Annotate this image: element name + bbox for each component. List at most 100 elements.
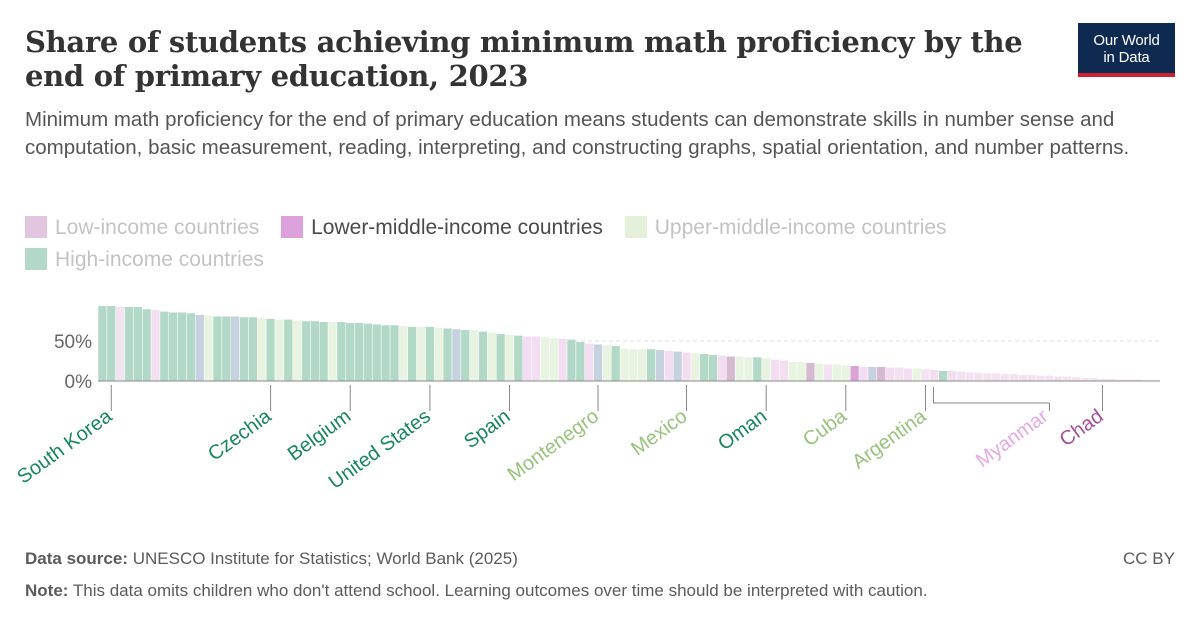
bar	[469, 329, 479, 382]
bar	[947, 370, 957, 382]
bar	[832, 363, 842, 382]
bar	[894, 367, 904, 382]
bar	[708, 354, 718, 382]
bar	[239, 316, 249, 382]
bar	[496, 333, 506, 382]
category-label: Montenegro	[504, 405, 603, 486]
bar	[664, 350, 674, 382]
category-label: Cuba	[799, 405, 851, 451]
bar	[336, 321, 347, 382]
bar	[1035, 375, 1046, 382]
bar	[540, 336, 550, 382]
category-label: Oman	[714, 405, 771, 455]
bar	[106, 305, 116, 382]
bar	[159, 311, 170, 382]
bar	[504, 334, 515, 382]
bar	[726, 355, 736, 382]
legend-swatch	[281, 216, 304, 238]
bar	[1071, 376, 1081, 382]
bar	[354, 322, 364, 382]
logo-line-1: Our World	[1093, 32, 1160, 49]
owid-logo[interactable]: Our World in Data	[1078, 23, 1175, 77]
bar	[673, 351, 683, 382]
bar	[823, 363, 833, 382]
license-link[interactable]: CC BY	[1123, 549, 1175, 568]
category-label: Spain	[460, 405, 514, 453]
bar	[292, 319, 302, 382]
bar	[407, 326, 417, 382]
bar	[522, 335, 532, 382]
bar	[814, 363, 824, 382]
bar	[646, 348, 656, 382]
bar	[549, 337, 559, 382]
bar	[531, 335, 541, 382]
data-source: Data source: UNESCO Institute for Statis…	[25, 549, 518, 569]
legend-label: High-income countries	[55, 248, 264, 271]
bar	[451, 328, 462, 382]
bar	[380, 324, 391, 382]
bar	[788, 361, 798, 382]
bar	[274, 319, 285, 382]
legend-item-low-income[interactable]: Low-income countries	[25, 212, 259, 244]
bar	[478, 331, 488, 382]
bar	[248, 316, 258, 382]
legend-label: Low-income countries	[55, 216, 260, 239]
category-label: Myanmar	[972, 405, 1053, 472]
bar	[265, 318, 276, 382]
category-label: Belgium	[284, 405, 355, 465]
bar	[1009, 373, 1019, 382]
bar	[442, 327, 453, 382]
bar	[885, 367, 895, 382]
bar	[319, 321, 329, 382]
category-label: South Korea	[13, 405, 117, 489]
label-bracket	[932, 387, 1050, 411]
chart-note: Note: This data omits children who don't…	[25, 581, 928, 601]
bar	[761, 357, 771, 382]
bar	[850, 365, 860, 382]
bar	[938, 370, 948, 382]
bar	[619, 347, 630, 382]
bar	[717, 355, 727, 382]
bar	[920, 368, 931, 382]
bar	[416, 326, 426, 382]
y-tick-label: 50%	[54, 332, 92, 353]
bar	[150, 309, 161, 382]
legend-item-high-income[interactable]: High-income countries	[25, 244, 264, 276]
bar	[1000, 373, 1010, 382]
bar	[257, 317, 267, 382]
bar	[195, 314, 205, 382]
bar	[345, 322, 355, 382]
bar	[1053, 375, 1063, 382]
bar	[628, 348, 639, 382]
y-tick-label: 0%	[65, 372, 93, 393]
bar	[796, 361, 807, 382]
bar	[372, 323, 382, 382]
bar	[956, 371, 966, 382]
bar	[97, 305, 108, 382]
bar	[230, 315, 240, 382]
bar	[593, 343, 603, 382]
bar	[1044, 375, 1055, 382]
bar	[867, 366, 878, 382]
bar	[1018, 374, 1028, 382]
legend-item-lower-middle-income[interactable]: Lower-middle-income countries	[281, 212, 603, 244]
bar	[602, 344, 612, 382]
bar	[363, 323, 373, 382]
bar	[425, 326, 435, 382]
legend-item-upper-middle-income[interactable]: Upper-middle-income countries	[624, 212, 947, 244]
category-label: Chad	[1056, 405, 1108, 451]
bar	[283, 319, 293, 382]
bar	[903, 367, 913, 382]
bar	[584, 343, 594, 382]
bar	[124, 306, 134, 382]
legend-label: Lower-middle-income countries	[311, 216, 603, 239]
bar	[133, 306, 143, 382]
bar	[770, 359, 780, 382]
bar	[1062, 375, 1072, 382]
note-label: Note:	[25, 581, 69, 600]
bar	[611, 345, 621, 382]
legend: Low-income countries Lower-middle-income…	[25, 212, 1175, 276]
bar	[398, 325, 408, 382]
bar	[655, 349, 665, 382]
